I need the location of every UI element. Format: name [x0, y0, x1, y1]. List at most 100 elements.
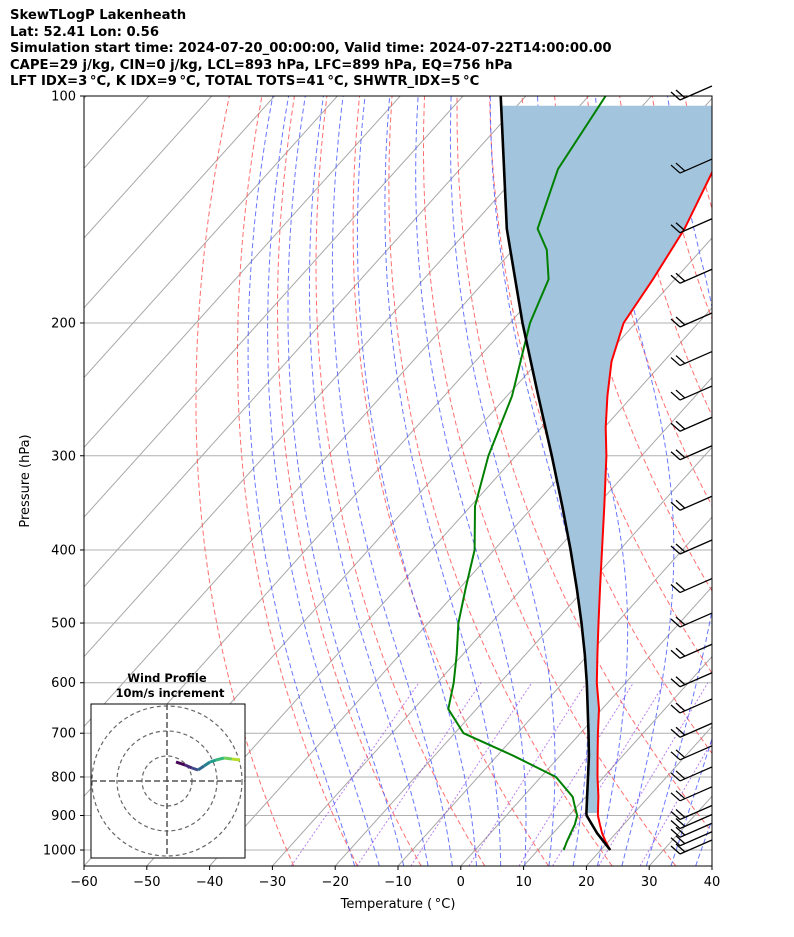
wind-barb — [679, 822, 713, 838]
mixing-ratio-line — [468, 682, 587, 866]
wind-barb-flag — [670, 678, 681, 688]
moist-adiabat — [449, 96, 556, 866]
wind-barb — [679, 839, 713, 855]
isotherm-line — [711, 865, 712, 866]
x-tick-label: −50 — [133, 875, 160, 890]
isotherm-line — [84, 96, 275, 309]
wind-barb-flag — [670, 164, 681, 174]
mixing-ratio-line — [518, 682, 634, 866]
wind-barb-flag — [675, 162, 686, 172]
isotherm-line — [460, 586, 712, 866]
isotherm-line — [523, 655, 712, 866]
wind-barb-flag — [670, 501, 681, 511]
x-tick-label: 10 — [515, 875, 532, 890]
wind-barb-flag — [670, 451, 681, 461]
wind-barb-flag — [675, 826, 686, 836]
x-tick-label: −60 — [70, 875, 97, 890]
wind-barb — [679, 612, 713, 628]
x-tick-label: 20 — [578, 875, 595, 890]
hodograph-segment — [209, 758, 217, 764]
mixing-ratio-line — [598, 682, 709, 866]
wind-barb-flag — [675, 818, 686, 827]
wind-barb-flag — [675, 616, 686, 626]
hodograph-segment — [231, 757, 241, 762]
x-tick-label: 40 — [704, 875, 721, 890]
y-tick-label: 400 — [51, 543, 76, 558]
wind-barb — [679, 312, 713, 328]
wind-barb-flag — [675, 389, 686, 399]
isotherm-line — [84, 96, 87, 100]
dry-adiabat — [352, 96, 550, 866]
y-tick-label: 1000 — [43, 844, 76, 859]
wind-barb-flag — [670, 357, 681, 367]
y-tick-label: 200 — [51, 316, 76, 331]
chart-header: SkewTLogP Lakenheath Lat: 52.41 Lon: 0.5… — [10, 8, 612, 91]
isotherm-line — [84, 96, 338, 379]
isotherm-line — [272, 376, 712, 866]
isotherm-line — [84, 96, 213, 239]
wind-barb — [679, 643, 713, 659]
wind-barbs — [670, 85, 713, 855]
wind-barb-flag — [670, 811, 681, 821]
dry-adiabat — [236, 96, 358, 866]
wind-barb — [679, 786, 713, 802]
isotherm-line — [334, 446, 712, 866]
isotherm-line — [586, 725, 712, 866]
wind-barb-flag — [675, 89, 686, 99]
isotherm-line — [146, 237, 712, 866]
wind-barb-flag — [670, 845, 681, 855]
dry-adiabat — [782, 96, 794, 866]
moist-adiabat — [267, 96, 380, 866]
wind-barb-flag — [670, 728, 681, 738]
wind-barb-flag — [675, 702, 686, 712]
x-tick-label: 30 — [641, 875, 658, 890]
wind-barb — [679, 445, 713, 461]
temperature-line — [595, 170, 712, 851]
wind-barb-flag — [675, 316, 686, 326]
wind-barb-flag — [670, 704, 681, 714]
wind-barb — [679, 268, 713, 284]
isotherm-line — [84, 96, 527, 588]
wind-barb-flag — [670, 274, 681, 284]
x-tick-label: −20 — [321, 875, 348, 890]
wind-barb-flag — [670, 391, 681, 401]
wind-barb-flag — [675, 582, 686, 592]
isotherm-line — [84, 96, 401, 449]
wind-barb-flag — [670, 820, 681, 829]
isotherm-line — [84, 96, 464, 518]
wind-barb-flag — [675, 843, 686, 853]
moist-adiabat — [384, 96, 502, 866]
wind-barb — [679, 672, 713, 688]
parcel-line — [499, 96, 612, 851]
hodograph-segment — [203, 760, 211, 768]
moist-adiabat — [720, 96, 794, 866]
moist-adiabat — [489, 96, 589, 866]
wind-barb — [679, 813, 713, 830]
wind-barb-flag — [670, 618, 681, 628]
isotherm-line — [84, 96, 589, 658]
moist-adiabat — [331, 96, 453, 866]
wind-barb-flag — [675, 449, 686, 459]
mixing-ratio-line — [639, 740, 712, 866]
wind-barb-flag — [675, 647, 686, 657]
wind-barb — [679, 495, 713, 511]
wind-barb-flag — [675, 790, 686, 800]
moist-adiabat — [287, 96, 405, 866]
wind-barb-flag — [670, 422, 681, 432]
hodograph-segment — [197, 764, 205, 772]
dry-adiabat — [586, 96, 712, 507]
y-tick-label: 900 — [51, 809, 76, 824]
moist-adiabat — [308, 96, 429, 866]
wind-barb-flag — [675, 835, 686, 845]
wind-barb-flag — [675, 543, 686, 553]
profile-lines — [447, 96, 712, 851]
wind-barb — [679, 350, 713, 367]
x-tick-label: 0 — [457, 875, 465, 890]
y-tick-label: 500 — [51, 617, 76, 632]
moist-adiabat — [645, 96, 712, 866]
wind-barb — [679, 722, 713, 738]
wind-barb — [679, 416, 713, 432]
dry-adiabat — [750, 96, 794, 866]
dry-adiabat — [315, 96, 486, 866]
inset-subtitle: 10m/s increment — [116, 686, 225, 700]
